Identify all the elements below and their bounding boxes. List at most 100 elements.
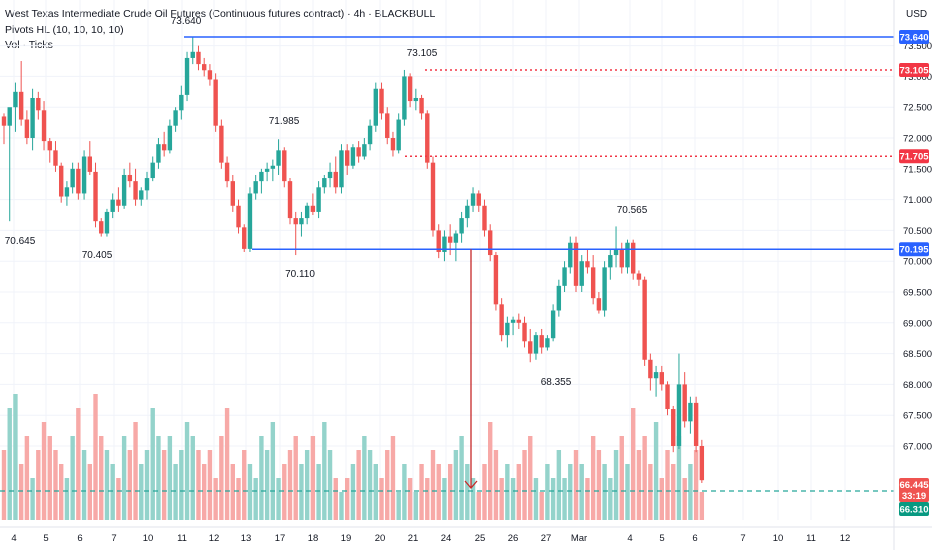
volume-bar [345,478,350,520]
candle-body [573,242,579,286]
volume-bar [304,450,310,520]
time-tick-label: 4 [11,533,16,544]
volume-bar [190,436,195,520]
volume-bar [150,408,155,520]
price-tick-label: 70.000 [903,257,932,268]
time-tick-label: 7 [111,533,116,544]
candle-body [150,162,155,179]
candle-body [476,193,481,206]
volume-bar [184,422,190,520]
volume-bar [676,436,682,520]
candle-body [81,156,87,194]
volume-bar [64,478,70,520]
time-tick-label: 17 [275,533,286,544]
candle-body [76,168,81,194]
mark-price-tag-bg [899,502,929,516]
price-tick-label: 67.000 [903,442,932,453]
candle-body [390,138,396,151]
volume-bar [299,464,304,520]
pivot-label: 68.355 [541,377,572,388]
volume-bar [207,450,213,520]
candle-body [93,171,98,222]
candle-body [287,181,293,219]
candle-body [522,322,527,342]
candle-body [207,70,213,80]
candle-body [453,233,459,243]
time-axis[interactable]: 4 5 6 7 10 11 12 13 17 18 19 20 21 24 25 26 27 Mar 4 5 6 7 10 1… [0,526,932,544]
volume-bar [699,492,705,520]
candle-body [459,218,464,234]
time-tick-label: 5 [659,533,664,544]
candle-body [596,298,602,311]
volume-indicator-label[interactable]: Vol · Ticks [5,39,53,51]
volume-bar [385,450,390,520]
time-tick-label: 10 [773,533,784,544]
currency-label[interactable]: USD [906,9,928,20]
candle-body [676,384,682,446]
time-tick-label: 24 [441,533,452,544]
volume-bar [442,478,447,520]
candle-body [693,402,699,446]
volume-bar [93,394,98,520]
volume-bar [76,408,81,520]
candle-body [413,97,419,102]
pivots-indicator-label[interactable]: Pivots HL (10, 10, 10, 10) [5,24,124,36]
candle-body [373,88,378,126]
candle-body [196,51,201,65]
candle-body [568,242,573,268]
candle-body [133,181,138,200]
volume-bar [18,464,24,520]
candle-body [419,97,424,114]
volume-bar [653,422,659,520]
volume-bar [104,450,110,520]
price-tick-label: 69.500 [903,288,932,299]
volume-bar [339,492,344,520]
volume-bar [642,436,647,520]
candle-body [379,88,384,114]
volume-bar [327,450,333,520]
time-tick-label: 19 [341,533,352,544]
high-level-tag-bg [899,30,929,44]
candle-body [24,119,30,139]
volume-bar [230,464,235,520]
candle-body [161,144,167,151]
price-tick-label: 73.000 [903,72,932,83]
volume-bar [36,450,41,520]
candle-body [13,91,18,108]
price-axis[interactable]: 73.500 73.000 72.500 72.000 71.500 71.000 70.5… [893,0,932,550]
volume-bar [671,464,676,520]
dotted-high-tag-bg [899,62,929,77]
candle-body [99,221,104,234]
candle-body [304,205,310,219]
candle-body [556,285,562,311]
volume-bar [402,464,407,520]
candle-body [121,174,127,206]
pivot-label: 70.405 [82,250,113,261]
volume-bar [179,450,184,520]
dotted-mid-tag-bg [899,149,929,164]
candle-body [493,255,499,305]
volume-bar [287,450,293,520]
candle-body [436,230,441,252]
candle-body [499,304,504,336]
candle-body [619,248,624,268]
candle-body [699,446,705,481]
volume-bar [659,478,664,520]
candle-body [202,64,207,71]
candle-body [41,110,47,142]
last-price-tag-bg [899,478,929,502]
volume-bar [247,464,253,520]
volume-bar [259,436,264,520]
candle-body [47,141,52,151]
volume-bar [167,436,173,520]
grid-lines [0,0,894,520]
volume-bar [196,450,201,520]
volume-bar [173,464,178,520]
volume-bar [219,436,224,520]
candle-body [270,165,276,169]
volume-bar [693,450,699,520]
candle-body [688,402,693,422]
volume-bar [379,478,384,520]
candle-body [213,79,218,126]
